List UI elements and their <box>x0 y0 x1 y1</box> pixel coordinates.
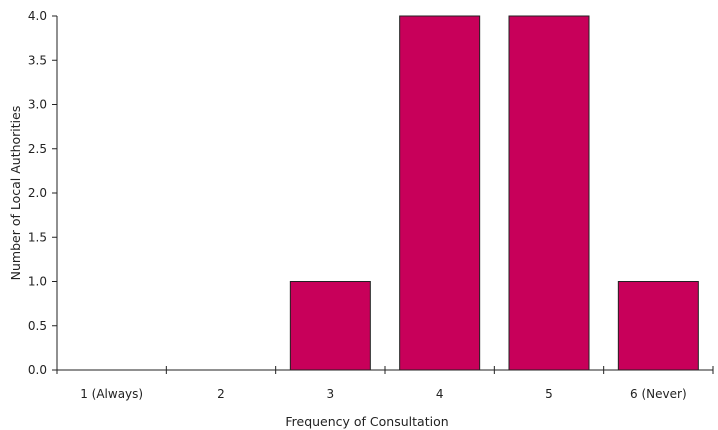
x-tick-label: 2 <box>217 387 225 401</box>
y-ticks-group: 0.0 0.5 1.0 1.5 2.0 2.5 3.0 3.5 4.0 <box>28 9 57 377</box>
bar-6 <box>617 281 699 371</box>
y-tick-label: 3.0 <box>28 98 47 112</box>
y-tick-label: 2.5 <box>28 142 47 156</box>
y-tick-label: 1.5 <box>28 230 47 244</box>
bar-3 <box>289 281 371 371</box>
y-tick-label: 2.0 <box>28 186 47 200</box>
x-tick-label: 6 (Never) <box>630 387 687 401</box>
bar-5 <box>508 15 590 371</box>
y-tick-label: 4.0 <box>28 9 47 23</box>
y-axis-title: Number of Local Authorities <box>8 106 23 281</box>
x-tick-label: 5 <box>545 387 553 401</box>
x-axis-title: Frequency of Consultation <box>285 414 448 429</box>
y-tick-label: 0.0 <box>28 363 47 377</box>
y-tick-label: 3.5 <box>28 53 47 67</box>
bar-4 <box>399 15 481 371</box>
x-tick-label: 1 (Always) <box>80 387 143 401</box>
x-tick-label: 3 <box>327 387 335 401</box>
bars-group <box>289 15 699 371</box>
axes-group <box>56 16 713 371</box>
y-tick-label: 0.5 <box>28 319 47 333</box>
y-tick-label: 1.0 <box>28 275 47 289</box>
x-tick-label: 4 <box>436 387 444 401</box>
x-ticks-group: 1 (Always) 2 3 4 5 6 (Never) <box>56 366 714 401</box>
